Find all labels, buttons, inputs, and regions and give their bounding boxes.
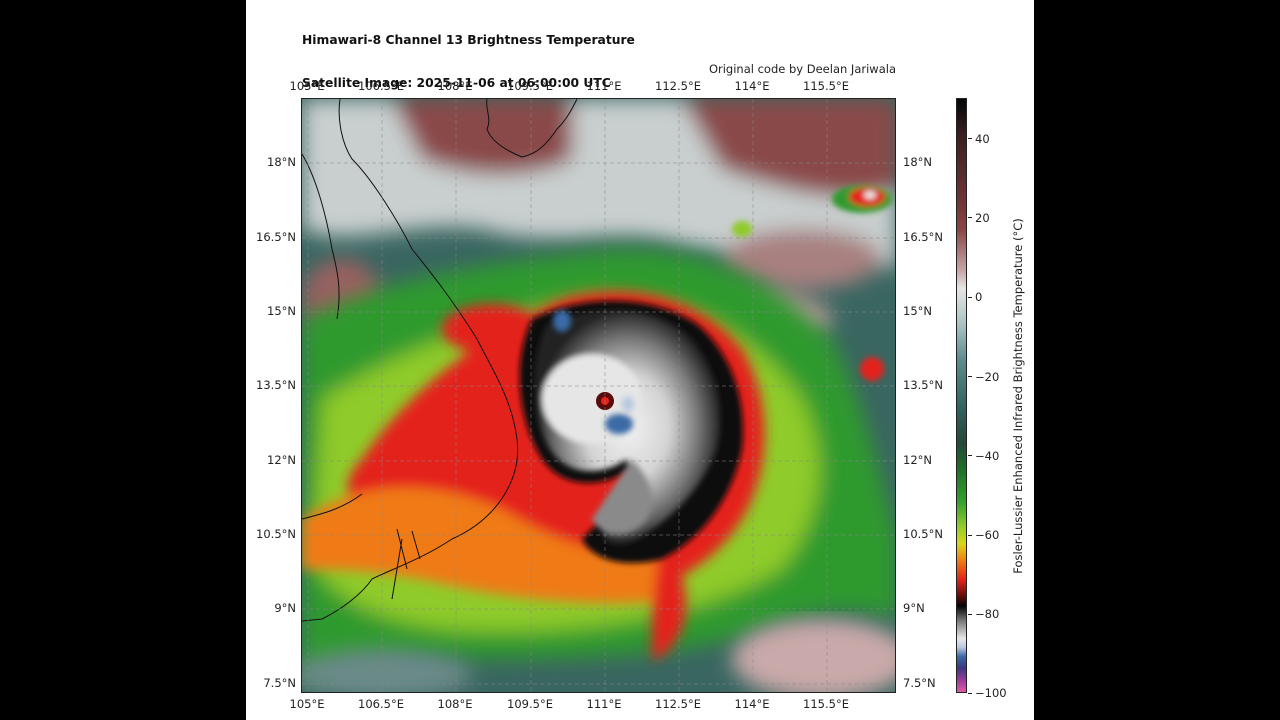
colorbar-tick	[968, 614, 972, 615]
colorbar-label: −60	[975, 528, 1000, 542]
colorbar-tick	[968, 535, 972, 536]
colorbar-label: −40	[975, 449, 1000, 463]
x-tick-top: 105°E	[289, 79, 325, 93]
colorbar	[956, 98, 967, 693]
y-tick-left: 18°N	[267, 155, 296, 169]
colorbar-title: Fosler-Lussier Enhanced Infrared Brightn…	[1011, 218, 1025, 574]
y-tick-right: 13.5°N	[903, 378, 943, 392]
y-tick-right: 10.5°N	[903, 527, 943, 541]
colorbar-tick	[968, 455, 972, 456]
y-tick-right: 12°N	[903, 453, 932, 467]
x-tick-bottom: 109.5°E	[507, 697, 553, 711]
y-tick-left: 15°N	[267, 304, 296, 318]
satellite-map	[301, 98, 896, 693]
y-tick-left: 10.5°N	[256, 527, 296, 541]
x-tick-top: 111°E	[586, 79, 622, 93]
colorbar-tick	[968, 297, 972, 298]
x-tick-bottom: 112.5°E	[655, 697, 701, 711]
x-tick-bottom: 114°E	[734, 697, 770, 711]
x-tick-top: 106.5°E	[358, 79, 404, 93]
colorbar-tick	[968, 138, 972, 139]
y-tick-right: 18°N	[903, 155, 932, 169]
x-tick-bottom: 105°E	[289, 697, 325, 711]
x-tick-bottom: 111°E	[586, 697, 622, 711]
title-line-datetime: Satellite Image: 2025-11-06 at 06:00:00 …	[302, 76, 611, 91]
y-tick-left: 13.5°N	[256, 378, 296, 392]
y-tick-left: 9°N	[274, 601, 296, 615]
x-tick-bottom: 106.5°E	[358, 697, 404, 711]
y-tick-right: 7.5°N	[903, 676, 936, 690]
colorbar-tick	[968, 217, 972, 218]
y-tick-left: 16.5°N	[256, 230, 296, 244]
y-tick-right: 15°N	[903, 304, 932, 318]
colorbar-label: −80	[975, 607, 1000, 621]
title-line-satellite: Himawari-8 Channel 13 Brightness Tempera…	[302, 33, 635, 48]
x-tick-top: 114°E	[734, 79, 770, 93]
colorbar-label: −20	[975, 370, 1000, 384]
y-tick-left: 12°N	[267, 453, 296, 467]
colorbar-tick	[968, 693, 972, 694]
x-tick-top: 108°E	[437, 79, 473, 93]
y-tick-left: 7.5°N	[263, 676, 296, 690]
colorbar-label: 40	[975, 132, 990, 146]
colorbar-label: 20	[975, 211, 990, 225]
x-tick-top: 109.5°E	[507, 79, 553, 93]
x-tick-top: 115.5°E	[803, 79, 849, 93]
colorbar-label: 0	[975, 290, 983, 304]
x-tick-bottom: 108°E	[437, 697, 473, 711]
credit-line-1: Original code by Deelan Jariwala	[708, 62, 896, 77]
y-tick-right: 9°N	[903, 601, 925, 615]
colorbar-label: −100	[975, 686, 1007, 700]
x-tick-top: 112.5°E	[655, 79, 701, 93]
y-tick-right: 16.5°N	[903, 230, 943, 244]
x-tick-bottom: 115.5°E	[803, 697, 849, 711]
satellite-imagery	[302, 99, 895, 692]
colorbar-tick	[968, 376, 972, 377]
